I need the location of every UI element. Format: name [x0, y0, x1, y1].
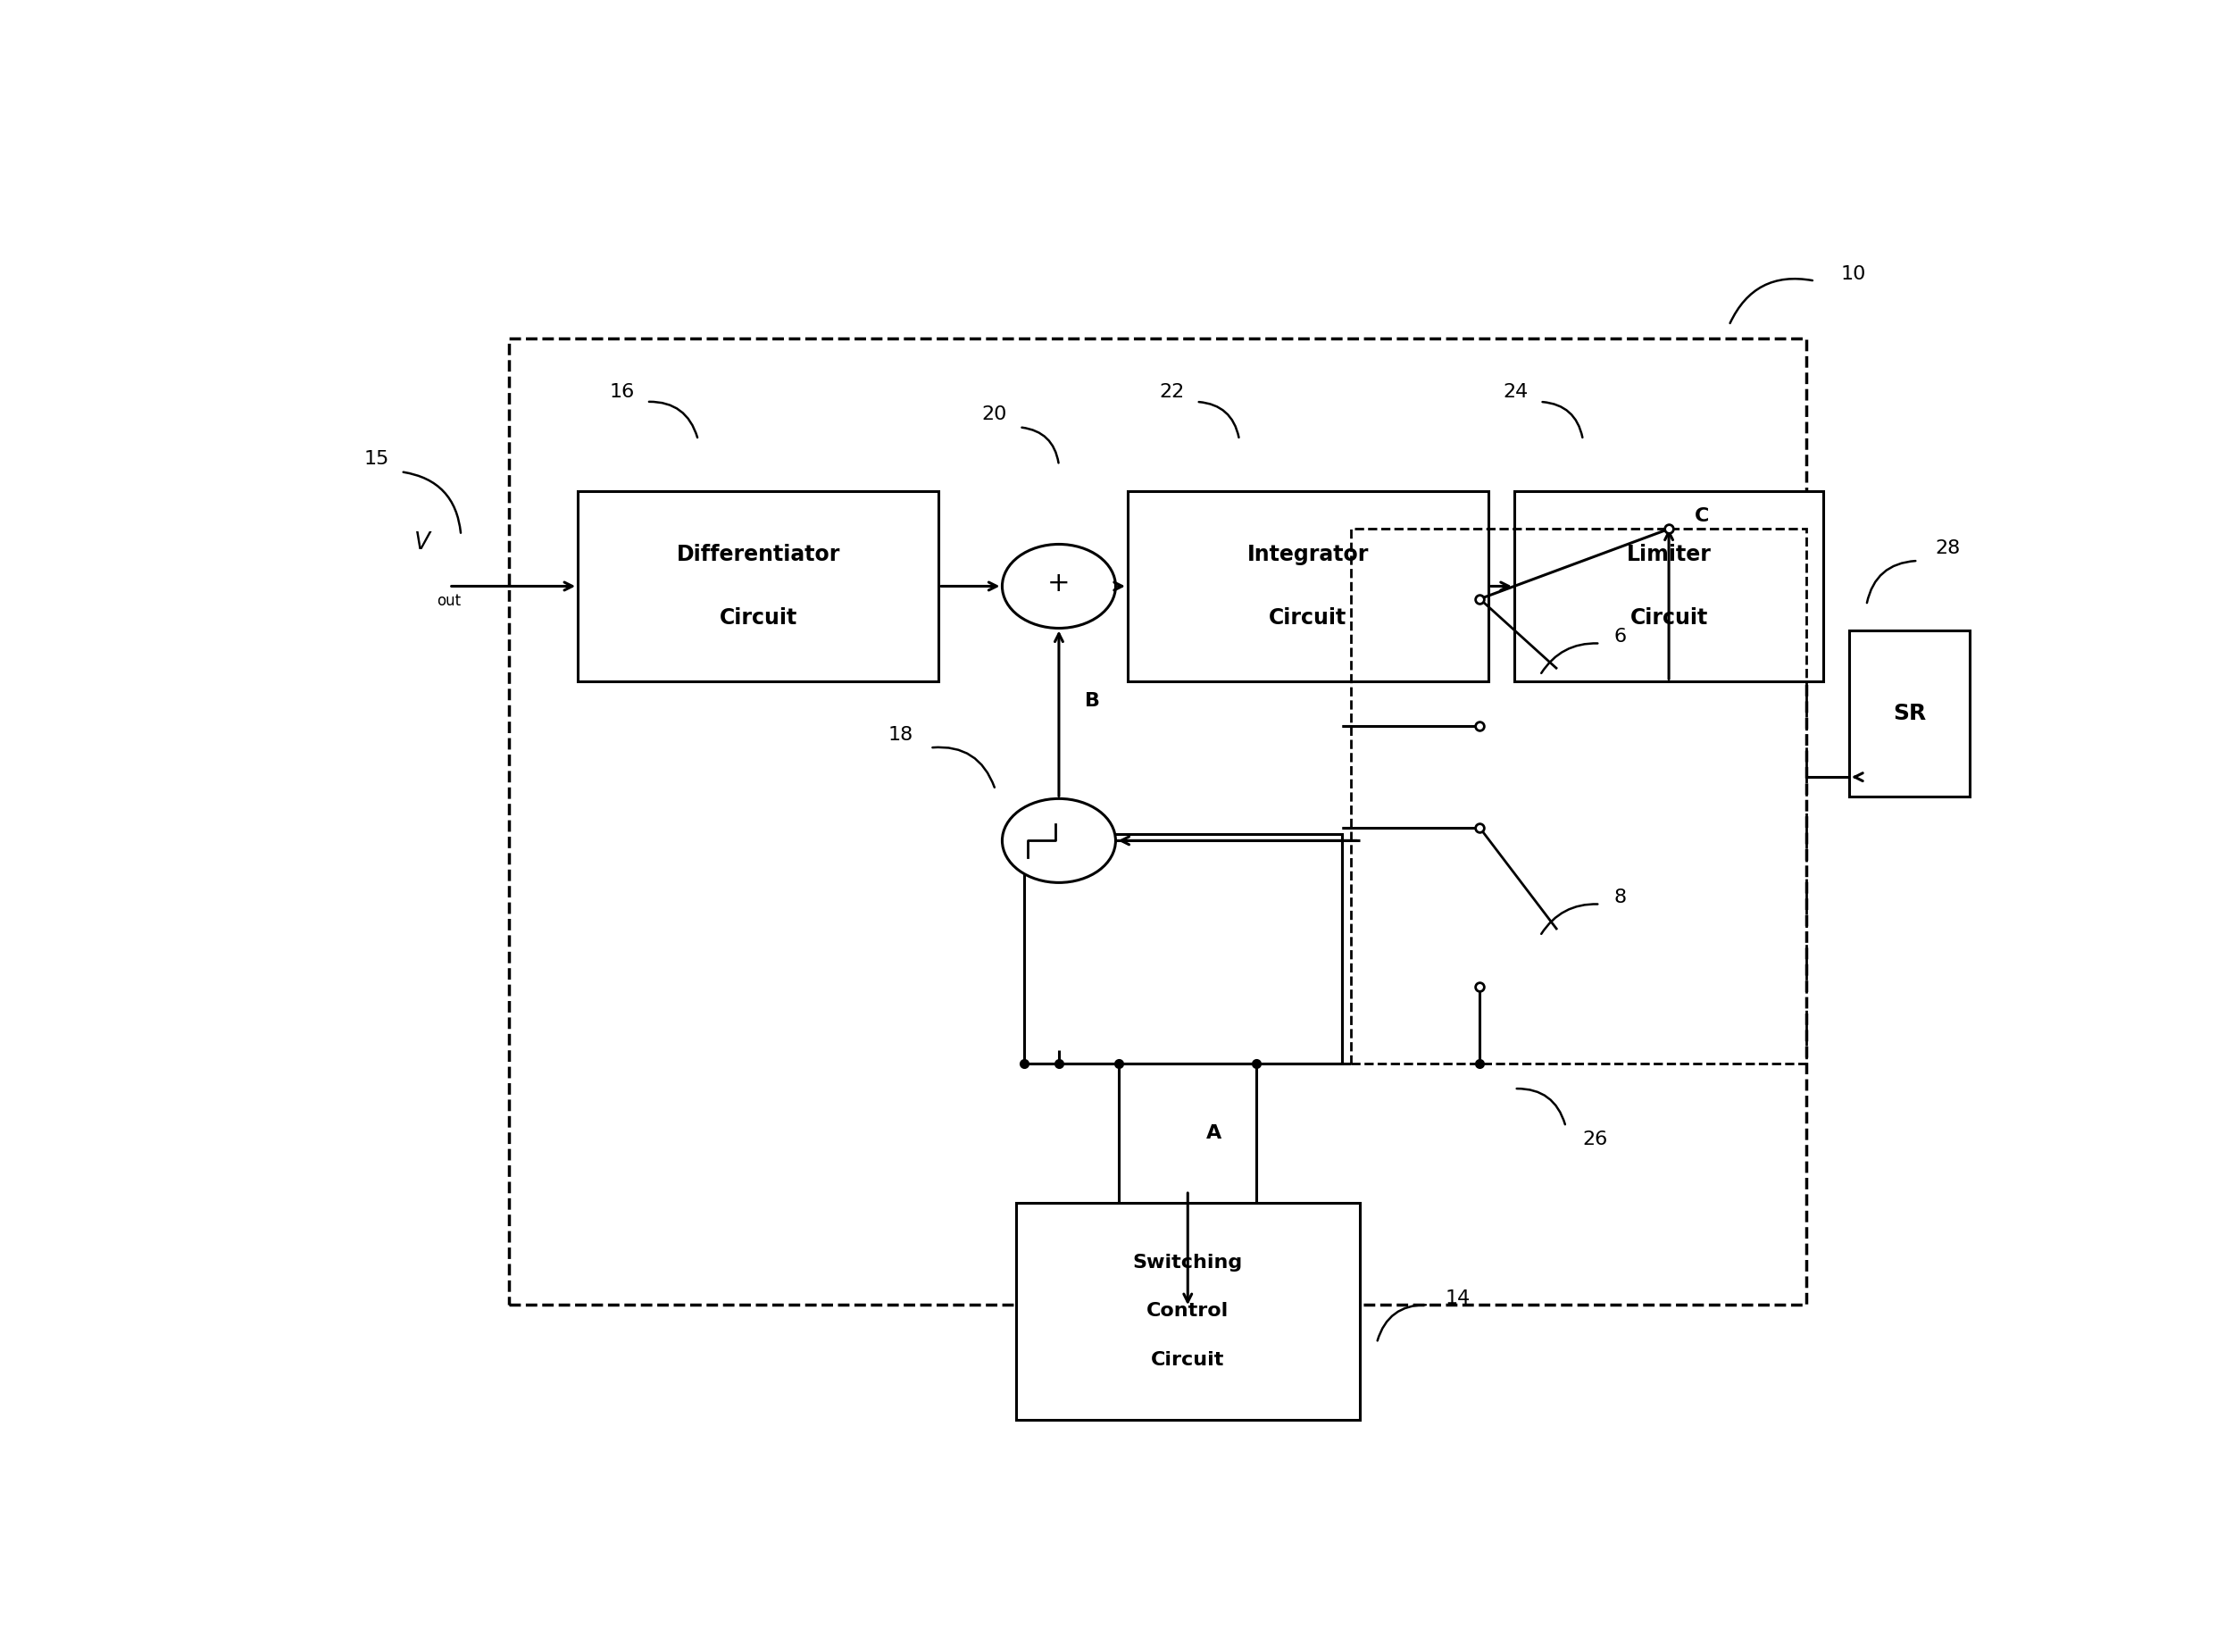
Text: Differentiator: Differentiator — [676, 544, 840, 565]
Text: Integrator: Integrator — [1248, 544, 1368, 565]
Bar — [1849, 631, 1969, 796]
Text: Circuit: Circuit — [718, 608, 798, 629]
Text: +: + — [1046, 570, 1071, 596]
Text: Circuit: Circuit — [1629, 608, 1707, 629]
Bar — [579, 491, 938, 682]
Text: 18: 18 — [887, 727, 913, 743]
Text: SR: SR — [1893, 702, 1927, 724]
Bar — [1514, 491, 1822, 682]
Text: 10: 10 — [1840, 266, 1867, 284]
Text: 8: 8 — [1614, 889, 1627, 907]
Bar — [1015, 1203, 1359, 1419]
Text: 22: 22 — [1159, 383, 1184, 400]
Text: Control: Control — [1146, 1302, 1228, 1320]
Bar — [510, 339, 1807, 1305]
Text: 20: 20 — [982, 405, 1007, 423]
Text: Limiter: Limiter — [1627, 544, 1712, 565]
Text: 15: 15 — [364, 449, 388, 468]
Text: A: A — [1206, 1125, 1222, 1142]
Circle shape — [1002, 544, 1115, 628]
Text: C: C — [1694, 507, 1709, 525]
Text: 16: 16 — [610, 383, 634, 400]
Text: B: B — [1084, 692, 1100, 710]
Bar — [1024, 834, 1344, 1064]
Text: Circuit: Circuit — [1151, 1351, 1224, 1368]
Text: 28: 28 — [1935, 539, 1960, 557]
Text: 6: 6 — [1614, 628, 1627, 646]
Circle shape — [1002, 798, 1115, 882]
Text: Switching: Switching — [1133, 1254, 1244, 1272]
Bar — [1350, 529, 1807, 1064]
Text: $V$: $V$ — [415, 532, 432, 555]
Bar — [1128, 491, 1488, 682]
Text: 26: 26 — [1583, 1130, 1607, 1148]
Text: 14: 14 — [1445, 1290, 1470, 1307]
Text: Circuit: Circuit — [1268, 608, 1348, 629]
Text: 24: 24 — [1503, 383, 1528, 400]
Text: out: out — [437, 593, 461, 608]
